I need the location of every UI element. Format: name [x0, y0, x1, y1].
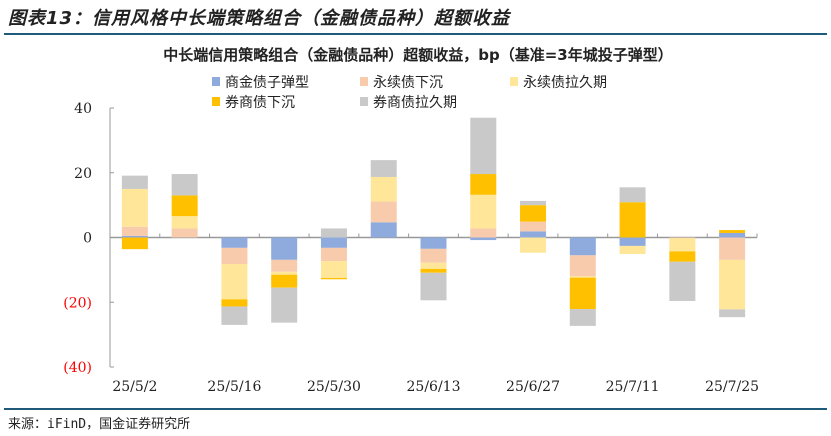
bar-segment	[470, 194, 497, 229]
bar-segment	[569, 277, 596, 310]
stacked-bar-chart: 中长端信用策略组合（金融债品种）超额收益，bp（基准=3年城投子弹型） 商金债子…	[63, 46, 759, 395]
bar-segment	[520, 231, 547, 238]
bar-segment	[619, 202, 646, 238]
bar-segment	[320, 237, 347, 248]
bar-segment	[271, 274, 298, 288]
bar-segment	[171, 195, 198, 217]
bar-segment	[271, 271, 298, 275]
bar-segment	[121, 226, 148, 236]
bar-segment	[370, 160, 397, 177]
bar-segment	[569, 276, 596, 278]
bar-segment	[619, 245, 646, 255]
bar-segment	[221, 247, 248, 265]
bar-segment	[320, 277, 347, 280]
x-tick-label: 25/5/16	[207, 379, 261, 395]
bar-segment	[271, 259, 298, 272]
bar-segment	[669, 237, 696, 239]
legend-swatch	[510, 77, 518, 86]
chart-title: 中长端信用策略组合（金融债品种）超额收益，bp（基准=3年城投子弹型）	[163, 46, 672, 64]
bar-segment	[121, 237, 148, 250]
bar-segment	[669, 251, 696, 262]
top-rule	[4, 33, 827, 35]
bar-segment	[619, 187, 646, 203]
x-tick-label: 25/6/13	[407, 379, 461, 395]
legend-label: 券商债下沉	[225, 95, 295, 111]
bar-segment	[370, 222, 397, 238]
x-tick-label: 25/5/2	[112, 379, 157, 395]
y-tick-label: (20)	[63, 295, 92, 311]
bar-segment	[121, 235, 148, 238]
y-tick-label: 20	[74, 166, 92, 182]
bar-segment	[719, 309, 746, 318]
bar-segment	[420, 237, 447, 249]
y-tick-label: (40)	[63, 360, 92, 376]
bar-segment	[569, 309, 596, 326]
bar-segment	[370, 176, 397, 202]
legend-swatch	[212, 97, 220, 106]
bar-segment	[171, 174, 198, 196]
bar-segment	[271, 287, 298, 323]
legend-swatch	[360, 97, 368, 106]
bar-segment	[569, 237, 596, 256]
bar-segment	[320, 247, 347, 262]
bar-segment	[669, 261, 696, 301]
source-note: 来源：iFinD，国金证券研究所	[8, 417, 191, 432]
y-tick-label: 40	[74, 101, 92, 117]
legend-label: 商金债子弹型	[225, 75, 309, 91]
bar-segment	[221, 237, 248, 248]
bar-segment	[271, 237, 298, 260]
bar-segment	[221, 299, 248, 307]
x-tick-label: 25/5/30	[307, 379, 361, 395]
bar-segment	[320, 228, 347, 238]
bar-segment	[121, 188, 148, 227]
bar-segment	[470, 228, 497, 238]
legend-label: 永续债下沉	[373, 74, 443, 91]
bar-segment	[470, 117, 497, 175]
bar-segment	[719, 230, 746, 233]
legend-swatch	[212, 77, 220, 86]
x-tick-label: 25/6/27	[506, 379, 560, 395]
bar-segment	[719, 259, 746, 310]
bar-segment	[569, 255, 596, 277]
bar-segment	[171, 216, 198, 229]
bar-segment	[370, 201, 397, 223]
bar-segment	[320, 261, 347, 278]
bottom-rule	[4, 408, 827, 410]
bar-segment	[121, 175, 148, 189]
bar-segment	[221, 306, 248, 325]
bar-segment	[719, 237, 746, 260]
x-tick-label: 25/7/25	[705, 379, 759, 395]
legend-swatch	[360, 77, 368, 86]
legend-label: 永续债拉久期	[523, 74, 607, 91]
bar-segment	[619, 237, 646, 246]
y-tick-label: 0	[83, 231, 92, 247]
bar-segment	[719, 232, 746, 238]
bar-segment	[171, 228, 198, 238]
bar-segment	[520, 221, 547, 232]
bar-segment	[420, 248, 447, 263]
bar-segment	[520, 200, 547, 206]
bar-segment	[470, 174, 497, 195]
bar-segment	[221, 264, 248, 300]
bar-segment	[420, 272, 447, 301]
bar-segment	[470, 237, 497, 241]
x-tick-label: 25/7/11	[606, 379, 660, 395]
bar-segment	[520, 205, 547, 222]
bar-segment	[520, 237, 547, 253]
bar-segment	[420, 268, 447, 273]
bar-segment	[669, 238, 696, 252]
legend-label: 券商债拉久期	[373, 95, 457, 111]
figure-title: 图表13：信用风格中长端策略组合（金融债品种）超额收益	[8, 8, 511, 29]
bar-segment	[420, 262, 447, 269]
